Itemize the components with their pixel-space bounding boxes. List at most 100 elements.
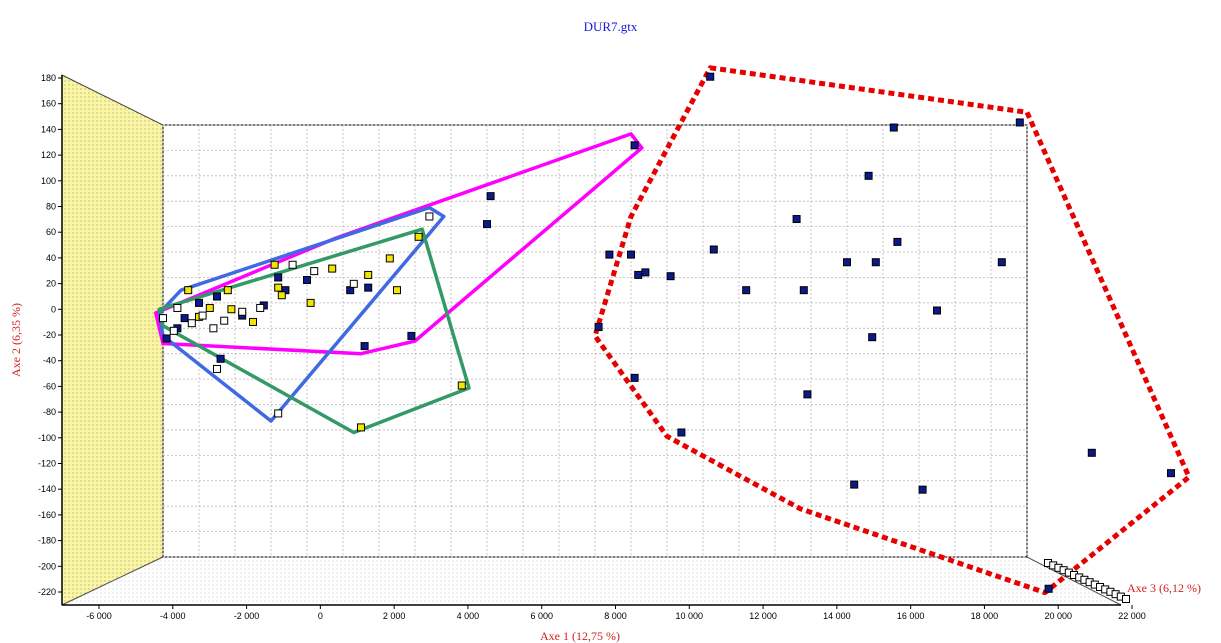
data-point <box>180 314 189 323</box>
data-point <box>385 254 394 263</box>
data-point <box>169 326 178 335</box>
group-hull <box>157 227 471 435</box>
data-point <box>310 267 319 276</box>
chart-axes <box>61 75 1121 606</box>
data-points <box>159 72 1175 603</box>
y-tick-label: -100 <box>38 433 56 443</box>
data-point <box>742 286 751 295</box>
data-point <box>256 303 265 312</box>
data-point <box>414 232 423 241</box>
y-tick-label: 120 <box>41 150 56 160</box>
data-point <box>605 250 614 259</box>
data-point <box>486 192 495 201</box>
data-point <box>889 123 898 132</box>
axis-labels: Axe 1 (12,75 %) Axe 2 (6,35 %) Axe 3 (6,… <box>9 303 1201 643</box>
data-point <box>407 331 416 340</box>
data-point <box>328 264 337 273</box>
y-tick-label: -40 <box>43 356 56 366</box>
data-point <box>209 324 218 333</box>
y-tick-label: -140 <box>38 484 56 494</box>
y-tick-label: -20 <box>43 330 56 340</box>
data-point <box>483 220 491 229</box>
data-point <box>360 342 369 351</box>
x-tick-label: -2 000 <box>234 611 260 621</box>
y-tick-label: 160 <box>41 99 56 109</box>
data-point <box>627 250 635 259</box>
data-point <box>1087 448 1096 457</box>
data-point <box>364 270 373 279</box>
data-point <box>195 298 203 307</box>
data-point <box>666 272 675 281</box>
y-tick-label: 180 <box>41 73 56 83</box>
depth-projection-point <box>1122 595 1130 603</box>
data-point <box>270 260 279 269</box>
x-tick-label: -4 000 <box>160 611 186 621</box>
y-tick-label: -200 <box>38 561 56 571</box>
y-tick-label: -160 <box>38 510 56 520</box>
x-tick-label: 6 000 <box>530 611 553 621</box>
data-point <box>893 237 902 246</box>
data-point <box>205 303 214 312</box>
data-point <box>274 409 283 418</box>
data-point <box>799 286 808 295</box>
x-tick-label: 10 000 <box>676 611 704 621</box>
data-point <box>303 276 311 285</box>
x-tick-label: 2 000 <box>383 611 406 621</box>
data-point <box>274 273 283 282</box>
tick-labels: 180 160 140 120 100 80 60 40 20 0 -20 -40 -60 -80 -100… <box>38 73 1146 621</box>
data-point <box>249 317 257 326</box>
data-point <box>864 171 873 180</box>
data-point <box>843 258 851 267</box>
y-tick-label: 0 <box>51 304 56 314</box>
x-tick-label: 4 000 <box>457 611 480 621</box>
data-point <box>850 480 859 489</box>
data-point <box>223 286 232 295</box>
data-point <box>173 303 182 312</box>
data-point <box>357 423 365 432</box>
x-tick-label: 16 000 <box>897 611 925 621</box>
data-point <box>213 292 221 301</box>
y-tick-label: -120 <box>38 459 56 469</box>
data-point <box>213 364 221 373</box>
data-point <box>641 268 650 277</box>
group-hull <box>592 65 1192 596</box>
y-tick-label: -80 <box>43 407 56 417</box>
data-point <box>634 270 643 279</box>
data-point <box>274 283 283 292</box>
data-point <box>933 306 941 315</box>
data-point <box>792 215 801 224</box>
data-point <box>1015 118 1024 127</box>
y-tick-label: 60 <box>46 227 56 237</box>
data-point <box>1044 584 1053 593</box>
data-point <box>198 311 207 320</box>
x-tick-label: 0 <box>318 611 323 621</box>
y-axis-label: Axe 2 (6,35 %) <box>9 303 23 377</box>
data-point <box>1167 469 1175 478</box>
data-point <box>630 141 639 150</box>
data-point <box>277 291 286 300</box>
y-tick-label: -220 <box>38 587 56 597</box>
y-tick-label: 80 <box>46 202 56 212</box>
chart-title: DUR7.gtx <box>583 19 638 34</box>
data-point <box>630 373 639 382</box>
x-tick-label: 14 000 <box>823 611 851 621</box>
y-tick-label: 100 <box>41 176 56 186</box>
y-tick-label: 20 <box>46 279 56 289</box>
x-tick-label: 22 000 <box>1118 611 1146 621</box>
data-point <box>216 354 225 363</box>
x-tick-label: -6 000 <box>86 611 112 621</box>
y-tick-label: 40 <box>46 253 56 263</box>
data-point <box>187 319 196 328</box>
data-point <box>306 298 315 307</box>
x-tick-label: 20 000 <box>1044 611 1072 621</box>
chart-walls <box>61 74 1122 606</box>
x-axis-label: Axe 1 (12,75 %) <box>540 629 620 643</box>
data-point <box>706 72 715 81</box>
data-point <box>238 307 247 316</box>
data-point <box>803 390 812 399</box>
data-point <box>364 283 373 292</box>
x-tick-label: 12 000 <box>749 611 777 621</box>
x-tick-label: 8 000 <box>604 611 627 621</box>
data-point <box>393 286 401 295</box>
data-point <box>184 286 193 295</box>
